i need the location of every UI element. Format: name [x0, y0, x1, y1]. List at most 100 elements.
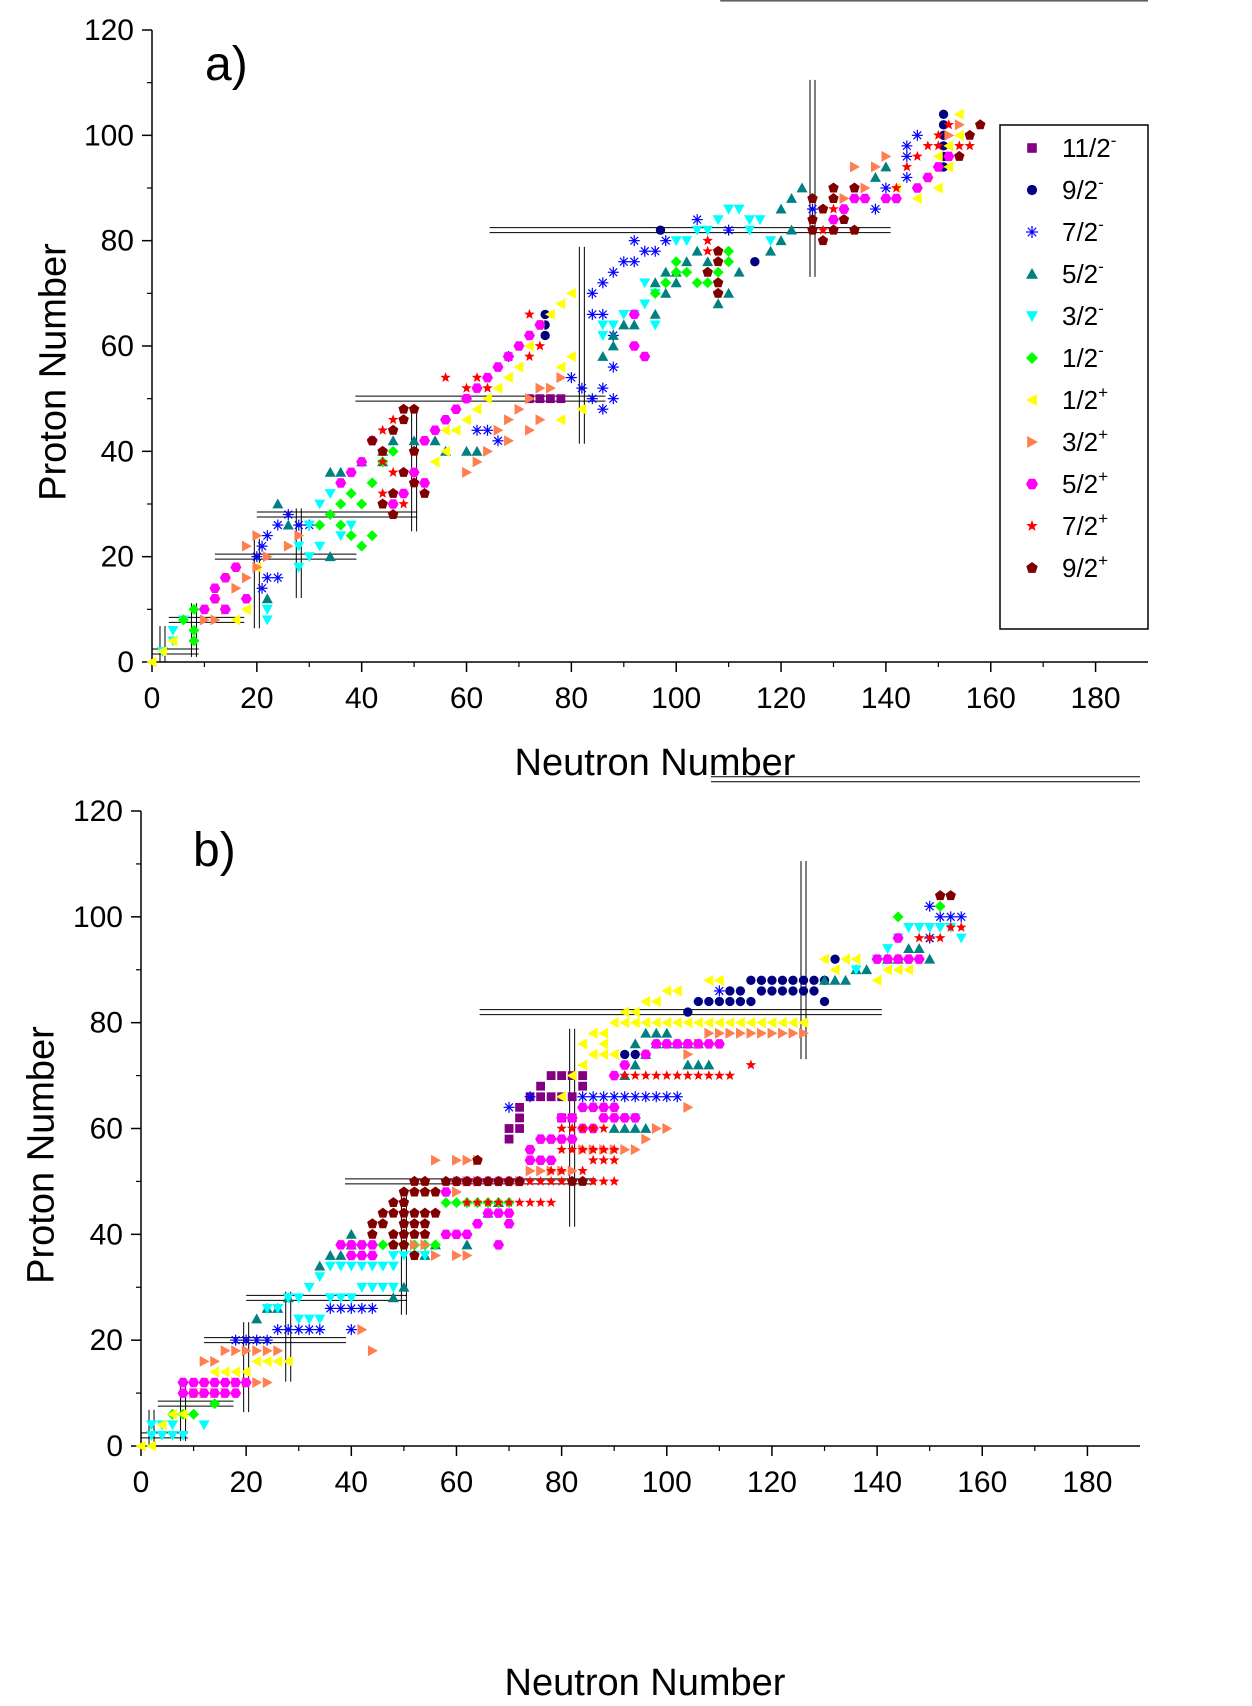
b-data-point [345, 1261, 357, 1272]
b-data-point [650, 1027, 662, 1038]
b-data-point [692, 1059, 704, 1070]
b-data-point [409, 1228, 420, 1239]
legend-entry-parity: + [1098, 467, 1108, 486]
b-y-tick-label: 80 [90, 1007, 123, 1040]
b-data-point [462, 1250, 473, 1261]
a-data-point [210, 614, 221, 626]
a-data-point [513, 341, 525, 351]
b-data-point [167, 1420, 179, 1431]
b-data-point [829, 974, 841, 985]
panel-a: a) Neutron Number Proton Number 0 20 40 60 8… [32, 0, 1148, 784]
a-data-point [607, 266, 619, 278]
b-data-point [882, 954, 894, 964]
b-data-point [587, 1048, 598, 1060]
b-data-point [777, 986, 788, 996]
a-data-point [377, 445, 388, 456]
b-data-point [630, 1144, 641, 1156]
b-data-point [503, 1175, 515, 1186]
a-data-point [387, 487, 399, 498]
a-data-point [293, 562, 305, 573]
b-data-point [177, 1431, 189, 1441]
a-data-point [744, 215, 756, 226]
b-data-point [546, 1071, 556, 1080]
a-data-point [335, 519, 347, 531]
b-data-point [566, 1123, 578, 1133]
b-data-point [461, 1175, 473, 1186]
legend-entry-parity: + [1098, 383, 1108, 402]
b-data-point [293, 1293, 305, 1304]
b-data-point [746, 975, 756, 986]
a-data-point [912, 150, 923, 161]
a-data-point [750, 257, 760, 267]
a-data-point [733, 266, 745, 277]
b-data-point [703, 1059, 715, 1070]
a-data-point [387, 499, 399, 509]
b-data-point [135, 1440, 146, 1452]
b-data-point [566, 1113, 578, 1123]
a-data-point [314, 499, 326, 510]
b-data-point [798, 975, 809, 986]
a-data-point [534, 320, 546, 330]
a-data-point [230, 562, 242, 572]
b-data-point [714, 996, 725, 1007]
b-data-point [535, 1197, 546, 1208]
a-data-point [272, 498, 284, 509]
b-data-points [135, 890, 967, 1452]
b-data-point [209, 1398, 221, 1410]
b-data-point [450, 1197, 462, 1209]
legend-entry-label: 11/2- [1062, 131, 1116, 163]
b-data-point [503, 1197, 515, 1208]
a-data-point [252, 530, 263, 542]
a-data-point [335, 498, 347, 510]
a-data-point [261, 593, 273, 604]
a-data-point [649, 245, 661, 257]
b-data-point [366, 1282, 378, 1293]
a-data-point [670, 236, 682, 247]
a-data-point [880, 161, 892, 172]
b-data-point [640, 1091, 652, 1103]
b-data-point [736, 1027, 746, 1039]
a-data-point [261, 615, 273, 626]
b-data-point [377, 1218, 389, 1229]
legend-entry-label: 7/2- [1062, 215, 1104, 247]
a-data-point [828, 224, 839, 235]
a-data-point [408, 477, 420, 488]
a-data-point [775, 235, 787, 246]
b-data-point [661, 1091, 673, 1103]
a-data-point [534, 340, 546, 351]
b-data-point [903, 954, 915, 964]
b-data-point [799, 1027, 809, 1039]
b-x-tick-label: 140 [852, 1466, 902, 1499]
a-data-point [324, 509, 336, 521]
a-data-point [817, 224, 829, 235]
a-data-point [953, 108, 964, 120]
b-data-point [482, 1197, 494, 1208]
a-data-point [681, 266, 693, 278]
a-data-point [586, 287, 598, 299]
a-data-point [597, 308, 609, 320]
b-data-point [188, 1388, 200, 1398]
a-data-point [786, 224, 798, 235]
b-data-point [608, 1091, 620, 1103]
b-data-point [409, 1207, 420, 1218]
a-data-point [828, 193, 839, 203]
a-data-point [607, 329, 619, 340]
legend-entry-label: 5/2+ [1062, 467, 1108, 499]
b-data-point [282, 1293, 294, 1304]
b-data-point [535, 1175, 546, 1186]
a-data-point [576, 403, 587, 415]
a-data-point [712, 245, 724, 256]
b-data-point [188, 1408, 200, 1420]
b-data-point [398, 1239, 410, 1250]
panel-b-x-axis-label: Neutron Number [505, 1662, 786, 1701]
a-data-point [555, 361, 566, 373]
a-data-point [419, 478, 431, 488]
a-data-point [681, 256, 693, 267]
a-data-point [345, 487, 357, 499]
a-data-point [807, 203, 819, 215]
b-data-point [387, 1251, 399, 1261]
a-data-point [849, 224, 860, 235]
a-data-point [859, 193, 871, 204]
b-data-point [608, 1144, 620, 1155]
b-data-point [650, 1091, 662, 1103]
